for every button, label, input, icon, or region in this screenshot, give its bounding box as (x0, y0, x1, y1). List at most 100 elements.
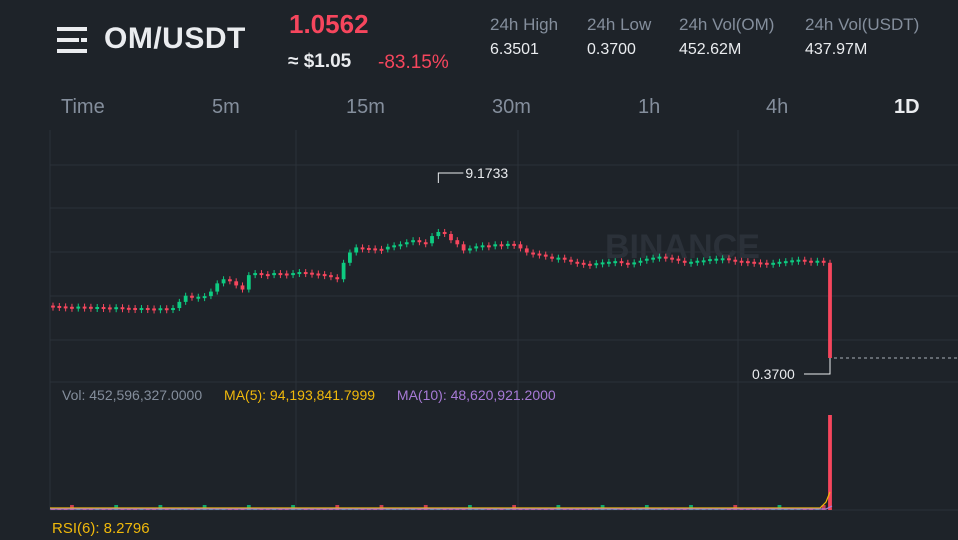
candle (442, 231, 447, 235)
candle (581, 262, 586, 265)
candle (417, 240, 422, 243)
stat-value: 6.3501 (490, 41, 539, 58)
candle (543, 254, 548, 257)
candle (657, 256, 662, 259)
candle (651, 257, 656, 260)
candle (63, 306, 68, 309)
candle (354, 247, 359, 253)
candle (335, 277, 340, 280)
candle (190, 295, 194, 298)
candle (221, 279, 226, 284)
candle (329, 275, 333, 278)
stat-24h-vol-om: 24h Vol(OM) 452.62M (679, 15, 774, 59)
candle (556, 257, 561, 260)
candle (265, 274, 270, 277)
stat-label: 24h Vol(OM) (679, 15, 775, 34)
watermark-text: BINANCE (605, 228, 760, 266)
candle (550, 256, 554, 259)
candle (411, 240, 415, 243)
candle (461, 244, 466, 251)
volume-bar (828, 415, 832, 510)
candle (316, 273, 321, 276)
fiat-price: ≈ $1.05 (288, 51, 352, 72)
candle (689, 261, 693, 264)
tab-30m[interactable]: 30m (492, 96, 531, 118)
ma5-line (50, 491, 831, 509)
tab-time[interactable]: Time (61, 96, 105, 118)
candle (430, 236, 434, 244)
candle (607, 261, 611, 264)
candle (720, 258, 725, 261)
candle (821, 260, 826, 263)
tab-15m[interactable]: 15m (346, 96, 385, 118)
tab-1h[interactable]: 1h (638, 96, 661, 118)
candle (322, 274, 327, 277)
candles-group (51, 228, 832, 361)
tab-4h[interactable]: 4h (766, 96, 789, 118)
candle (139, 308, 144, 311)
candle (594, 263, 599, 266)
candle (625, 262, 630, 265)
candle (663, 256, 668, 259)
candle (297, 272, 302, 275)
menu-icon[interactable] (57, 27, 87, 53)
stat-24h-low: 24h Low 0.3700 (587, 15, 651, 59)
candle (133, 308, 138, 311)
volume-bar (821, 505, 826, 510)
stat-value: 0.3700 (587, 41, 636, 58)
last-price: 1.0562 (289, 9, 369, 39)
candle (57, 305, 62, 308)
candle (107, 307, 112, 310)
candle (575, 261, 580, 264)
stat-label: 24h Vol(USDT) (805, 15, 920, 34)
candle (126, 307, 131, 310)
candle (227, 279, 232, 282)
candle (714, 258, 719, 261)
candle (95, 307, 100, 310)
volume-legend: Vol: 452,596,327.0000 MA(5): 94,193,841.… (62, 387, 574, 403)
candle (145, 308, 150, 311)
candle (253, 273, 258, 276)
candle (404, 242, 409, 245)
stat-value: 452.62M (679, 41, 742, 58)
low-marker-label: 0.3700 (752, 366, 795, 382)
trading-pair[interactable]: OM/USDT (104, 22, 246, 55)
ma10-line (50, 505, 833, 510)
candle (828, 262, 832, 358)
ma10-value: MA(10): 48,620,921.2000 (396, 387, 556, 403)
candle (486, 245, 491, 248)
candle (114, 307, 119, 310)
candle (537, 253, 542, 256)
chart-area[interactable]: BINANCE 9.1733 0.3700 (0, 130, 958, 540)
tab-1d[interactable]: 1D (894, 96, 920, 118)
candle (348, 252, 352, 263)
stat-value: 437.97M (805, 41, 868, 58)
candle (385, 246, 390, 250)
candle (177, 301, 182, 309)
rsi-value: RSI(6): 8.2796 (52, 520, 150, 537)
candle (524, 248, 529, 253)
candle (423, 242, 428, 245)
chart-grid (49, 130, 958, 511)
candle (644, 258, 649, 261)
candle (613, 261, 618, 264)
candle (809, 260, 813, 263)
candle (101, 307, 106, 310)
tab-5m[interactable]: 5m (212, 96, 240, 118)
candle (379, 248, 384, 251)
candle (676, 258, 681, 261)
candlestick-chart[interactable]: BINANCE 9.1733 0.3700 (0, 130, 958, 540)
candle (70, 306, 74, 309)
candle (758, 262, 763, 265)
candle (632, 262, 637, 265)
candle (619, 261, 624, 264)
candle (291, 273, 295, 276)
candle (739, 260, 744, 263)
candle (246, 275, 251, 290)
ma5-value: MA(5): 94,193,841.7999 (224, 387, 376, 403)
candle (303, 272, 308, 275)
candle (341, 262, 346, 280)
vol-value: Vol: 452,596,327.0000 (62, 387, 203, 403)
candle (392, 245, 397, 248)
candle (815, 260, 820, 263)
